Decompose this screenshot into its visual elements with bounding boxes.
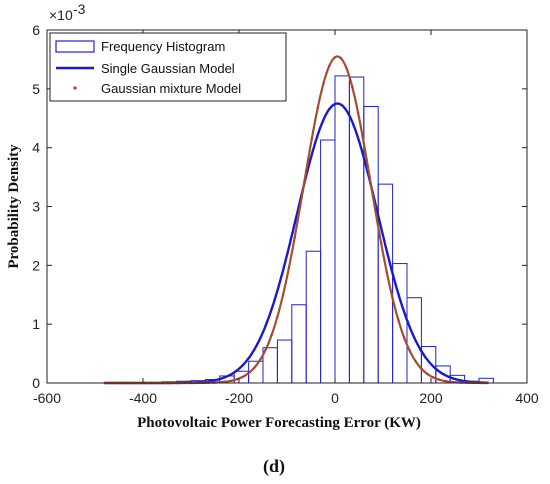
mixture-marker [368,175,371,178]
x-tick-label: 200 [419,390,443,406]
mixture-marker [443,379,446,383]
mixture-marker [339,57,342,60]
mixture-marker [385,271,388,274]
mixture-marker [305,169,308,172]
y-exponent-power: -3 [73,1,86,17]
mixture-marker [403,336,406,339]
mixture-marker [276,315,279,318]
mixture-marker [362,142,365,145]
x-tick-label: -400 [129,390,157,406]
y-axis: 0 1 2 3 4 5 6 [32,22,527,391]
mixture-marker [282,293,285,296]
y-tick-label: 5 [32,81,40,97]
mixture-marker [351,85,354,89]
y-tick-label: 6 [32,22,40,38]
y-tick-label: 2 [32,257,40,273]
mixture-marker [356,111,360,114]
mixture-marker [241,375,244,378]
mixture-marker [437,378,440,381]
legend-label-single-gaussian: Single Gaussian Model [101,61,235,76]
mixture-marker [270,333,273,336]
legend-label-gaussian-mixture: Gaussian mixture Model [101,81,241,96]
mixture-marker [259,358,262,361]
mixture-marker [379,241,383,244]
x-tick-label: -600 [33,390,61,406]
y-axis-label: Probability Density [6,144,22,269]
mixture-marker [333,56,337,59]
x-tick-label: -200 [225,390,253,406]
mixture-marker [235,378,239,381]
mixture-marker [431,376,435,379]
mixture-marker [299,203,302,206]
mixture-marker [345,67,348,70]
y-tick-label: 1 [32,316,40,332]
mixture-marker [224,380,227,383]
legend: Frequency Histogram Single Gaussian Mode… [49,32,287,102]
legend-swatch-histogram [55,40,95,53]
mixture-marker [310,136,314,139]
legend-swatch-gaussian-mixture [73,86,77,90]
mixture-marker [426,372,429,375]
mixture-marker [449,380,452,383]
mixture-marker [322,82,325,85]
mixture-marker [253,366,256,369]
legend-label-histogram: Frequency Histogram [101,39,225,54]
mixture-marker [264,348,267,351]
mixture-marker [391,297,394,300]
mixture-marker [397,318,400,322]
mixture-marker [230,379,233,382]
mixture-marker [374,209,377,212]
mixture-marker [316,106,319,110]
x-tick-label: 0 [331,390,339,406]
mixture-marker [287,266,291,269]
x-axis: -600 -400 -200 0 200 400 [33,30,539,406]
figure-caption: (d) [263,456,285,477]
mixture-marker [247,371,250,375]
mixture-marker [293,236,296,239]
y-tick-label: 0 [32,375,40,391]
y-exponent-label: ×10 [49,7,73,23]
x-tick-label: 400 [515,390,539,406]
x-axis-label: Photovoltaic Power Forecasting Error (KW… [137,415,421,431]
y-tick-label: 3 [32,199,40,215]
mixture-marker [420,367,423,370]
y-tick-label: 4 [32,140,40,156]
mixture-marker [328,64,331,68]
mixture-marker [414,360,417,363]
mixture-marker [408,350,411,353]
